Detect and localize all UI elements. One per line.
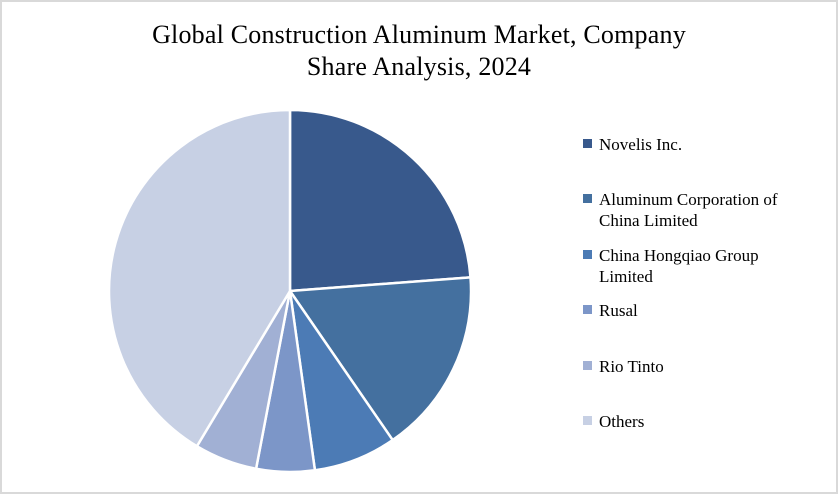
legend-item-novelis-inc: Novelis Inc. — [583, 134, 815, 189]
chart-title-line-1: Global Construction Aluminum Market, Com… — [152, 20, 686, 49]
legend-marker-icon — [583, 139, 592, 148]
legend-label: Rio Tinto — [599, 356, 664, 376]
pie-slice-aluminum-corporation-of-china-limited — [288, 276, 473, 442]
legend: Novelis Inc. Aluminum Corporation of Chin… — [583, 134, 815, 466]
legend-marker-icon — [583, 360, 592, 370]
legend-item-china-hongqiao-group-limited: China Hongqiao Group Limited — [583, 245, 815, 300]
legend-label: Novelis Inc. — [599, 135, 683, 154]
legend-label: Others — [599, 411, 645, 431]
chart-title-line-2: Share Analysis, 2024 — [306, 52, 532, 81]
legend-marker-icon — [583, 249, 592, 259]
legend-label: Aluminum Corporation of China Limited — [599, 190, 778, 231]
legend-label: Rusal — [599, 301, 638, 321]
legend-marker-icon — [583, 194, 592, 204]
chart-title: Global Construction Aluminum Market, Com… — [0, 19, 838, 83]
pie-chart — [107, 108, 473, 474]
legend-item-aluminum-corporation-of-china-limited: Aluminum Corporation of China Limited — [583, 189, 815, 244]
legend-item-rusal: Rusal — [583, 300, 815, 355]
pie-slice-novelis-inc — [288, 108, 472, 293]
legend-item-others: Others — [583, 411, 815, 466]
legend-item-rio-tinto: Rio Tinto — [583, 356, 815, 411]
legend-marker-icon — [583, 305, 592, 315]
legend-marker-icon — [583, 415, 592, 425]
legend-label: China Hongqiao Group Limited — [599, 245, 759, 286]
pie-slice-others — [107, 108, 292, 448]
